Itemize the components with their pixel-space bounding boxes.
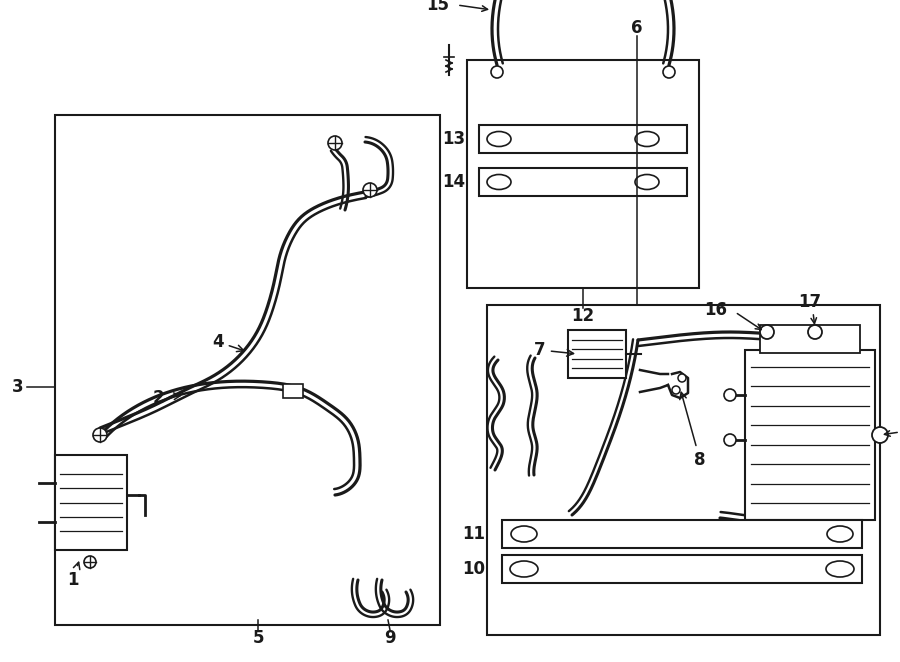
Circle shape	[872, 427, 888, 443]
Bar	[760, 325, 860, 353]
Ellipse shape	[487, 175, 511, 189]
Ellipse shape	[826, 561, 854, 577]
Bar	[568, 330, 626, 378]
Circle shape	[663, 66, 675, 78]
Circle shape	[760, 325, 774, 339]
Bar	[502, 555, 862, 583]
Ellipse shape	[635, 175, 659, 189]
Bar	[283, 384, 303, 398]
Circle shape	[491, 66, 503, 78]
Text: 17: 17	[798, 293, 822, 311]
Ellipse shape	[635, 132, 659, 146]
Circle shape	[328, 136, 342, 150]
Circle shape	[93, 428, 107, 442]
Text: 3: 3	[13, 378, 23, 396]
Circle shape	[724, 389, 736, 401]
Text: 6: 6	[631, 19, 643, 37]
Circle shape	[678, 374, 686, 382]
Text: 1: 1	[68, 562, 80, 589]
Text: 16: 16	[704, 301, 727, 319]
Text: 10: 10	[462, 560, 485, 578]
Bar	[502, 520, 862, 548]
Text: 8: 8	[680, 393, 706, 469]
Text: 14: 14	[442, 173, 465, 191]
Ellipse shape	[510, 561, 538, 577]
Circle shape	[808, 325, 822, 339]
Circle shape	[724, 434, 736, 446]
Bar	[55, 455, 127, 550]
Text: 9: 9	[384, 629, 396, 647]
Circle shape	[84, 556, 96, 568]
Bar	[55, 115, 440, 625]
Text: 5: 5	[252, 629, 264, 647]
Ellipse shape	[511, 526, 537, 542]
Bar	[745, 350, 875, 520]
Bar	[467, 60, 699, 288]
Circle shape	[672, 386, 680, 394]
Text: 2: 2	[152, 389, 181, 407]
Text: 13: 13	[442, 130, 465, 148]
Bar	[479, 125, 687, 153]
Bar	[487, 305, 880, 635]
Text: 12: 12	[572, 307, 595, 325]
Ellipse shape	[827, 526, 853, 542]
Bar	[479, 168, 687, 196]
Text: 15: 15	[426, 0, 449, 14]
Circle shape	[363, 183, 377, 197]
Text: 7: 7	[535, 341, 573, 359]
Text: 11: 11	[462, 525, 485, 543]
Ellipse shape	[487, 132, 511, 146]
Text: 4: 4	[212, 333, 244, 352]
